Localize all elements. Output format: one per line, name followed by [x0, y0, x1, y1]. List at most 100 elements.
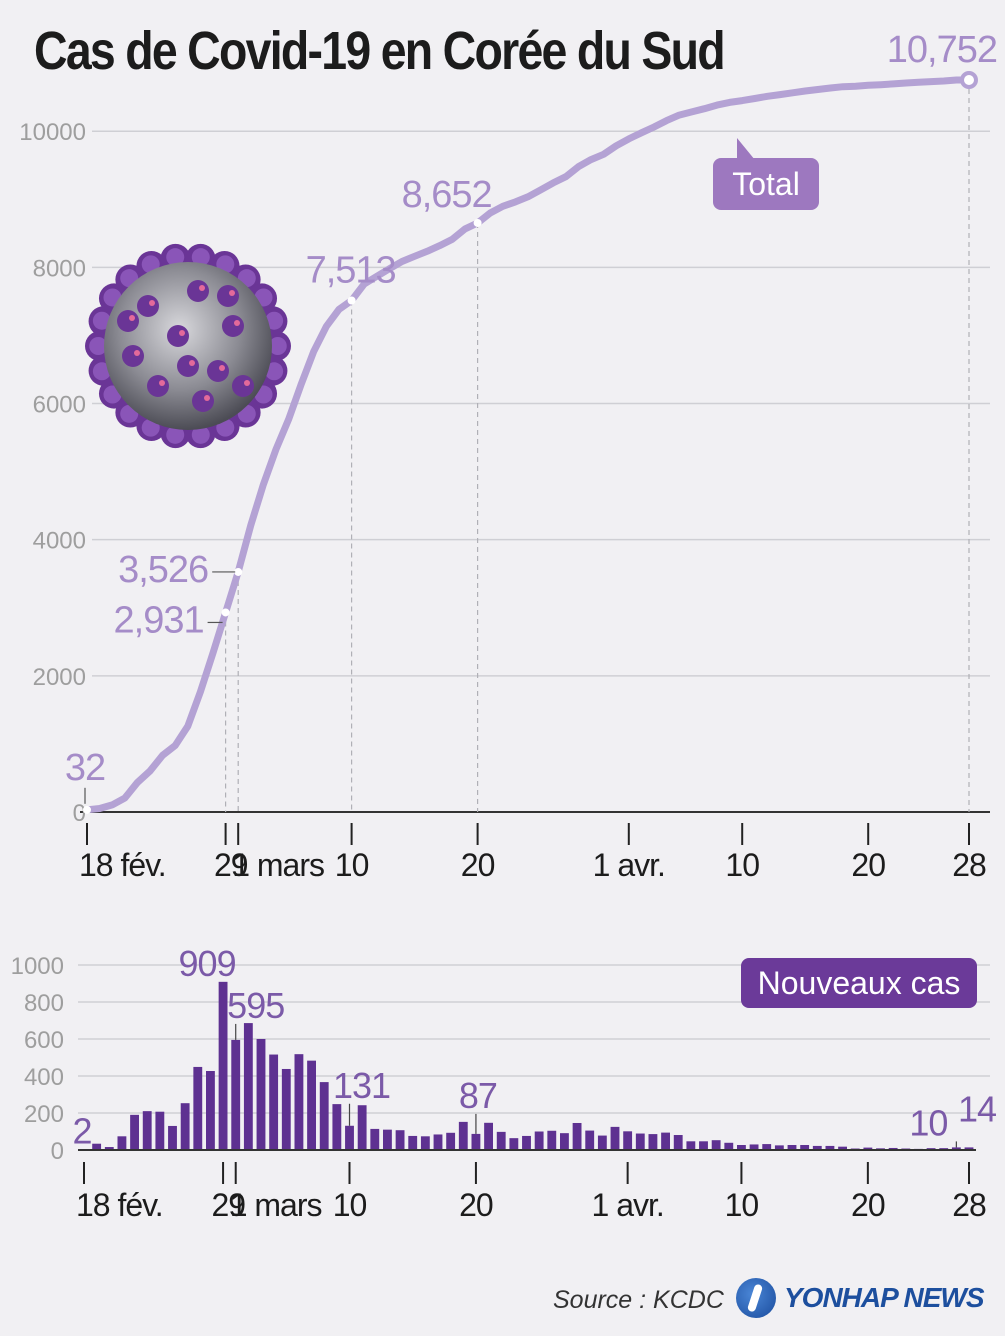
legend-total-badge: Total — [713, 138, 819, 210]
bar — [635, 1133, 645, 1150]
inner-spot — [244, 380, 250, 386]
bar — [370, 1128, 380, 1150]
bar — [648, 1134, 658, 1150]
end-point-marker — [960, 71, 978, 89]
bar — [724, 1142, 734, 1150]
bar — [737, 1145, 746, 1150]
data-label: 2 — [72, 1111, 91, 1152]
point-marker — [83, 805, 91, 814]
inner-spike — [177, 355, 199, 377]
bar — [357, 1105, 367, 1150]
inner-spike — [122, 345, 144, 367]
bar — [383, 1129, 392, 1150]
bar — [130, 1114, 139, 1150]
bar — [180, 1103, 190, 1150]
inner-spike — [192, 390, 214, 412]
bar — [812, 1145, 822, 1150]
total-y-axis: 0 2000 4000 6000 8000 10000 — [19, 119, 86, 827]
bar — [332, 1104, 342, 1150]
inner-spot — [159, 380, 165, 386]
spike-highlight — [166, 425, 185, 444]
publisher-logo: YONHAP NEWS — [736, 1276, 985, 1320]
total-reference-lines — [225, 80, 970, 812]
bar — [484, 1122, 493, 1150]
inner-spike — [217, 285, 239, 307]
bar — [572, 1122, 582, 1150]
inner-spike — [137, 295, 159, 317]
inner-spike — [117, 310, 139, 332]
x-tick-label: 20 — [851, 847, 885, 883]
inner-spot — [189, 360, 195, 366]
inner-spike — [232, 375, 254, 397]
bar — [193, 1066, 203, 1150]
bar — [560, 1133, 569, 1150]
data-label: 32 — [65, 747, 105, 789]
inner-spot — [234, 320, 240, 326]
inner-spike — [187, 280, 209, 302]
x-tick-label: 10 — [725, 847, 759, 883]
bar — [104, 1147, 114, 1150]
x-tick-label: 10 — [335, 847, 369, 883]
y-tick-label: 800 — [24, 990, 64, 1017]
x-tick-label: 28 — [952, 847, 986, 883]
y-tick-label: 1000 — [11, 953, 64, 980]
spike-highlight — [265, 311, 284, 330]
x-tick-label: 29 — [214, 847, 248, 883]
data-label: 10 — [909, 1102, 947, 1143]
bar — [800, 1145, 810, 1150]
x-tick-label: 28 — [952, 1187, 986, 1223]
bar — [863, 1147, 873, 1150]
data-label: 3,526 — [118, 549, 208, 591]
y-tick-label: 8000 — [33, 255, 86, 282]
inner-spot — [229, 290, 235, 296]
x-tick-label: 20 — [851, 1187, 885, 1223]
bar — [420, 1136, 430, 1150]
data-label: 10,752 — [887, 29, 997, 71]
spike-highlight — [191, 425, 210, 444]
bar — [762, 1144, 772, 1150]
inner-spike — [222, 315, 244, 337]
bar — [319, 1082, 329, 1150]
bar — [534, 1131, 544, 1150]
point-marker — [347, 296, 356, 305]
bar — [155, 1111, 165, 1150]
data-label: 2,931 — [114, 599, 204, 641]
bar — [281, 1068, 291, 1150]
bar — [446, 1132, 456, 1150]
bar — [787, 1145, 797, 1150]
new-cases-y-axis: 0 200 400 600 800 1000 — [11, 953, 64, 1165]
bar — [964, 1147, 974, 1150]
source-credit: Source : KCDC — [553, 1286, 724, 1314]
bar — [395, 1130, 405, 1150]
x-tick-label: 1 avr. — [592, 1187, 664, 1223]
bar — [471, 1133, 481, 1150]
y-tick-label: 0 — [51, 1138, 64, 1165]
spike-highlight — [268, 337, 287, 355]
spike-highlight — [265, 362, 284, 381]
point-marker — [221, 608, 230, 617]
y-tick-label: 6000 — [33, 392, 86, 419]
bar — [951, 1147, 961, 1150]
bar — [522, 1135, 531, 1150]
x-tick-label: 1 avr. — [593, 847, 665, 883]
data-label: 8,652 — [402, 174, 492, 216]
spike-highlight — [166, 248, 185, 267]
bar — [623, 1131, 633, 1150]
data-label: 87 — [459, 1075, 497, 1116]
total-series — [83, 76, 973, 814]
x-tick-label: 20 — [461, 847, 495, 883]
spike-highlight — [191, 248, 210, 267]
data-label: 7,513 — [306, 250, 396, 292]
point-marker — [473, 218, 482, 227]
logo-text: YONHAP NEWS — [784, 1282, 985, 1313]
bar — [92, 1143, 102, 1150]
inner-spike — [147, 375, 169, 397]
x-tick-label: 20 — [459, 1187, 493, 1223]
data-label: 909 — [179, 943, 236, 984]
data-label: 595 — [227, 985, 284, 1026]
new-cases-x-axis: 18 fév. 291 mars 10 20 1 avr. 10 20 28 — [76, 1162, 987, 1223]
bar — [458, 1121, 468, 1150]
bar — [345, 1125, 354, 1150]
inner-spike — [167, 325, 189, 347]
bar — [585, 1130, 595, 1150]
